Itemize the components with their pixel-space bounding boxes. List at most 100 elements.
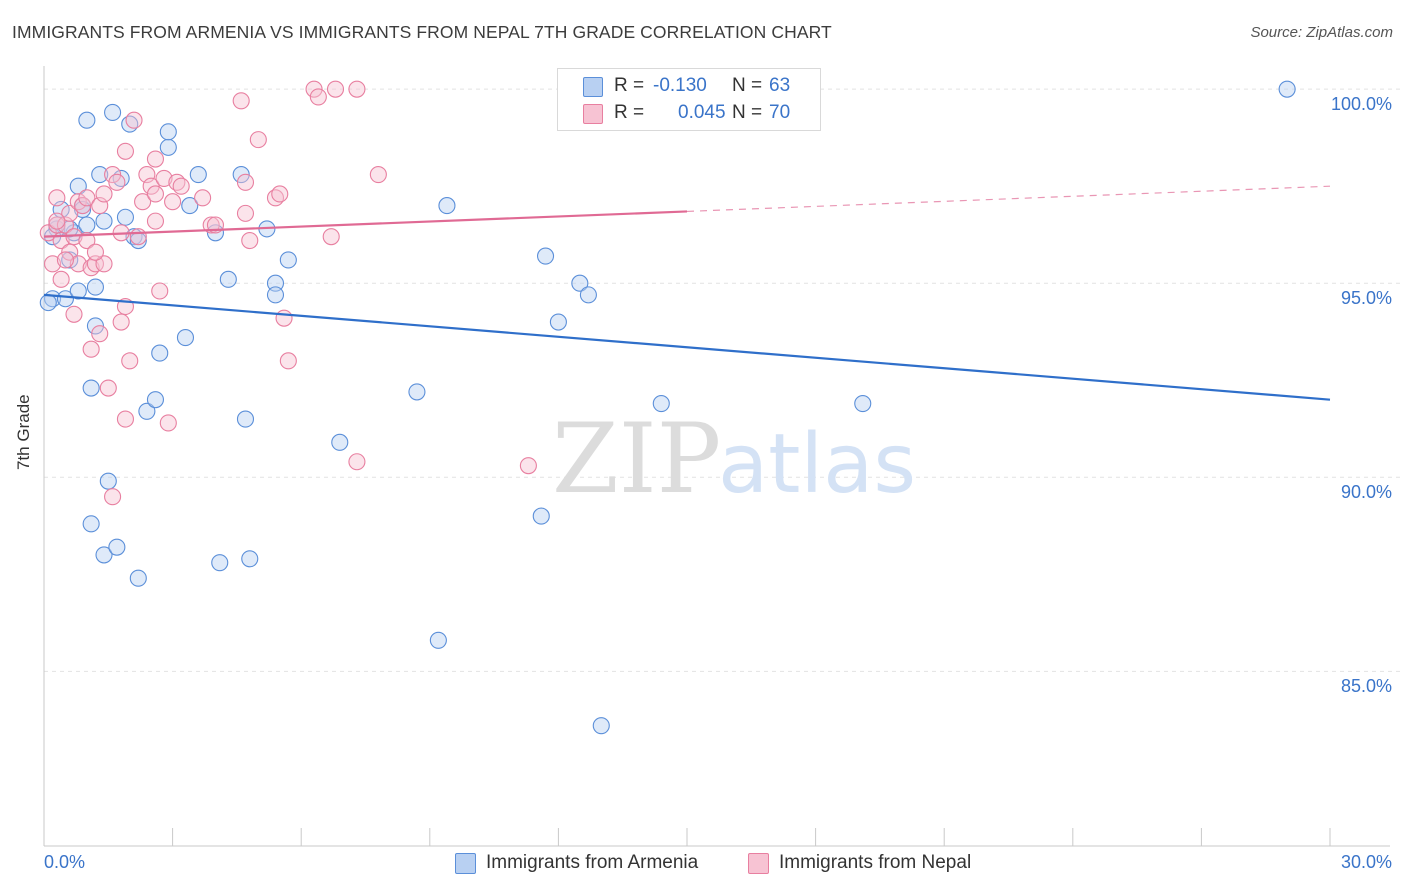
x-tick-label-max: 30.0% [1340, 852, 1392, 872]
point-nepal [164, 193, 182, 211]
point-nepal [48, 216, 66, 234]
axes [43, 66, 1390, 847]
y-tick-label: 95.0% [1340, 288, 1392, 309]
legend-r-value: -0.130 [653, 75, 707, 96]
legend-swatch-armenia [583, 77, 603, 97]
point-nepal [65, 305, 83, 323]
point-armenia [99, 472, 117, 490]
point-nepal [56, 251, 74, 269]
bottom-legend-label-armenia: Immigrants from Armenia [486, 852, 699, 873]
point-armenia [592, 717, 610, 735]
point-armenia [82, 379, 100, 397]
point-armenia [181, 197, 199, 215]
point-nepal [275, 309, 293, 327]
point-armenia [579, 286, 597, 304]
point-nepal [104, 166, 122, 184]
point-armenia [146, 391, 165, 409]
legend-r-label: R = [614, 102, 645, 123]
legend-swatch-nepal [583, 104, 603, 124]
bottom-legend-swatch-nepal [748, 853, 769, 874]
watermark-atlas: atlas [718, 417, 916, 512]
source-label: Source: ZipAtlas.com [1250, 24, 1393, 41]
point-nepal [146, 212, 165, 230]
point-armenia [532, 507, 550, 525]
point-nepal [309, 88, 327, 106]
point-nepal [236, 173, 255, 191]
trend-lines [43, 185, 1331, 401]
point-armenia [652, 394, 670, 413]
point-armenia [129, 569, 147, 587]
point-nepal [326, 80, 345, 98]
chart-title: IMMIGRANTS FROM ARMENIA VS IMMIGRANTS FR… [12, 22, 832, 42]
point-armenia [429, 631, 447, 649]
point-nepal [61, 204, 79, 222]
point-nepal [151, 282, 169, 300]
x-tick-label-min: 0.0% [44, 852, 86, 872]
point-armenia [159, 123, 177, 141]
point-nepal [95, 255, 113, 273]
legend-n-value: 63 [769, 75, 791, 96]
point-nepal [271, 185, 289, 203]
point-nepal [48, 212, 66, 230]
point-nepal [112, 313, 130, 331]
trend-line-nepal [43, 210, 688, 238]
point-armenia [176, 329, 195, 347]
point-armenia [56, 290, 74, 308]
point-armenia [91, 166, 109, 184]
point-nepal [61, 243, 79, 261]
point-nepal [86, 255, 104, 273]
point-nepal [95, 185, 113, 203]
correlation-legend: R = -0.130 N = 63 R = 0.045 N = 70 [557, 68, 821, 131]
y-tick-label: 85.0% [1340, 676, 1392, 697]
point-armenia [78, 111, 96, 129]
point-nepal [519, 457, 537, 475]
point-armenia [78, 216, 96, 234]
point-nepal [44, 255, 62, 273]
bottom-legend-swatch-armenia [455, 853, 476, 874]
point-armenia [571, 274, 589, 292]
data-points [39, 80, 1296, 735]
y-axis-label: 7th Grade [14, 394, 33, 470]
point-armenia [236, 410, 255, 428]
point-armenia [108, 538, 126, 556]
legend-r-label: R = [614, 75, 645, 96]
y-tick-label: 90.0% [1340, 482, 1392, 503]
point-nepal [125, 111, 143, 129]
point-nepal [129, 228, 147, 246]
point-nepal [348, 80, 366, 98]
bottom-legend-label-nepal: Immigrants from Nepal [779, 852, 972, 873]
point-armenia [211, 554, 229, 572]
point-nepal [322, 228, 340, 246]
point-armenia [331, 433, 349, 451]
point-armenia [189, 166, 207, 184]
point-armenia [266, 274, 285, 292]
point-nepal [369, 166, 387, 184]
point-armenia [95, 546, 113, 564]
point-armenia [854, 394, 872, 413]
point-armenia [151, 344, 169, 362]
point-armenia [1278, 80, 1296, 98]
point-armenia [138, 402, 156, 420]
point-nepal [82, 340, 100, 358]
point-nepal [241, 231, 259, 250]
watermark-zip: ZIP [552, 403, 721, 515]
point-armenia [219, 270, 237, 288]
point-nepal [108, 173, 126, 191]
legend-n-label: N = [732, 102, 763, 123]
legend-r-value: 0.045 [678, 102, 726, 123]
legend-n-value: 70 [769, 102, 791, 123]
point-nepal [279, 352, 297, 370]
point-armenia [39, 294, 57, 312]
y-tick-label: 100.0% [1330, 94, 1392, 115]
legend-n-label: N = [732, 75, 763, 96]
point-nepal [69, 255, 87, 273]
point-nepal [232, 92, 250, 110]
point-armenia [549, 313, 567, 331]
point-armenia [159, 138, 177, 156]
point-armenia [86, 278, 104, 296]
point-armenia [116, 208, 134, 226]
point-nepal [305, 80, 323, 98]
point-nepal [99, 379, 117, 397]
